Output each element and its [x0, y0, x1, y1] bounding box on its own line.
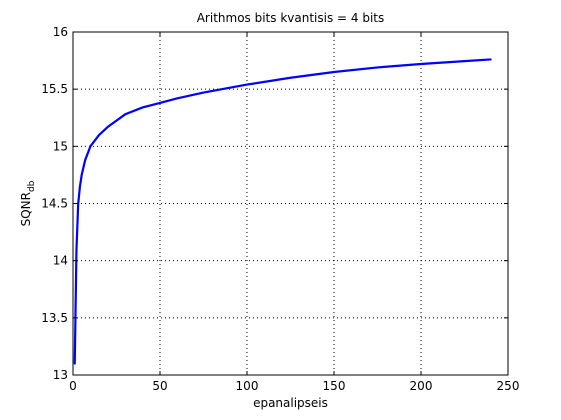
y-tick-label: 15	[53, 139, 68, 153]
y-axis-label-subscript: db	[27, 180, 37, 192]
x-tick-label: 150	[323, 379, 346, 393]
series-line	[73, 58, 492, 365]
y-axis-label-main: SQNR	[19, 192, 33, 226]
x-tick-label: 100	[236, 379, 259, 393]
chart-title: Arithmos bits kvantisis = 4 bits	[197, 11, 385, 25]
y-axis-label: SQNRdb	[19, 180, 37, 226]
x-tick-label: 250	[497, 379, 520, 393]
x-axis-label: epanalipseis	[253, 396, 328, 410]
y-tick-label: 13	[53, 368, 68, 382]
y-tick-label: 16	[53, 25, 68, 39]
y-tick-label: 14.5	[41, 197, 68, 211]
x-tick-label: 0	[69, 379, 77, 393]
grid	[73, 32, 508, 375]
x-tick-label: 200	[410, 379, 433, 393]
plot-area	[73, 32, 508, 375]
y-tick-label: 14	[53, 254, 68, 268]
x-tick-labels: 0 50 100 150 200 250	[69, 379, 519, 393]
y-tick-label: 13.5	[41, 311, 68, 325]
axis-ticks	[72, 31, 509, 376]
y-tick-labels: 13 13.5 14 14.5 15 15.5 16	[41, 25, 68, 382]
x-tick-label: 50	[152, 379, 167, 393]
y-tick-label: 15.5	[41, 82, 68, 96]
